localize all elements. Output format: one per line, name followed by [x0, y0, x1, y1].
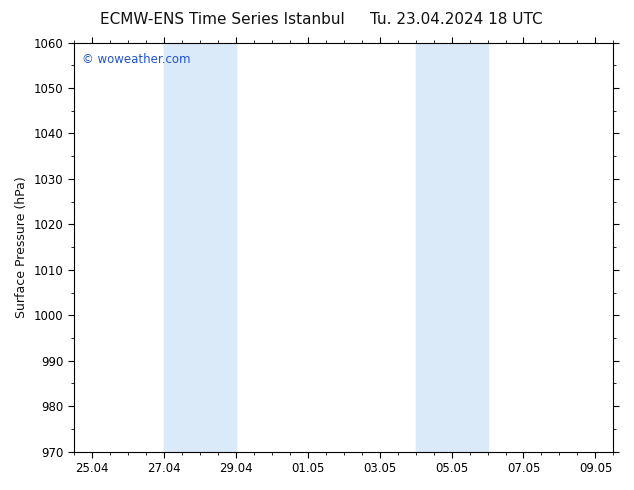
- Bar: [415, 43, 488, 452]
- Text: Tu. 23.04.2024 18 UTC: Tu. 23.04.2024 18 UTC: [370, 12, 543, 27]
- Text: © woweather.com: © woweather.com: [82, 53, 190, 66]
- Y-axis label: Surface Pressure (hPa): Surface Pressure (hPa): [15, 176, 28, 318]
- Text: ECMW-ENS Time Series Istanbul: ECMW-ENS Time Series Istanbul: [100, 12, 344, 27]
- Bar: [164, 43, 236, 452]
